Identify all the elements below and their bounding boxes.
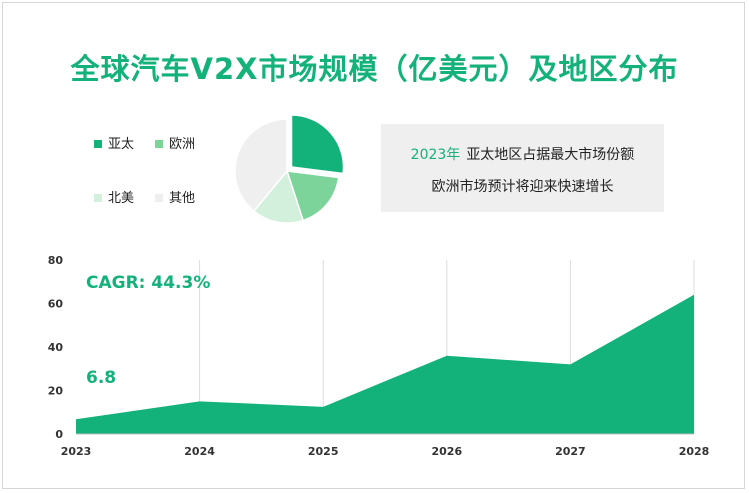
legend-item-other: 其他 <box>155 187 195 206</box>
info-text-1: 亚太地区占据最大市场份额 <box>466 147 635 163</box>
x-tick-label: 2026 <box>431 445 462 458</box>
x-tick-label: 2025 <box>308 445 339 458</box>
start-value-label: 6.8 <box>86 368 116 388</box>
legend-item-north-america: 北美 <box>94 187 134 206</box>
x-tick-label: 2027 <box>555 445 586 458</box>
legend-label-north-america: 北美 <box>108 191 135 206</box>
legend-label-other: 其他 <box>169 191 196 206</box>
y-tick-label: 80 <box>48 254 64 267</box>
legend-label-apac: 亚太 <box>108 137 135 152</box>
legend-swatch-other <box>155 193 163 202</box>
pie-slice-1 <box>285 170 340 222</box>
y-tick-label: 40 <box>48 341 64 354</box>
legend-item-europe: 欧洲 <box>155 133 195 152</box>
area-chart: 0 20 40 60 80 2023 2024 2025 2026 2027 2028 CAGR: 4… <box>48 254 710 458</box>
cagr-annotation: CAGR: 44.3% <box>86 273 210 293</box>
info-line-1: 2023年 亚太地区占据最大市场份额 <box>381 144 664 164</box>
pie-slice-0 <box>290 114 345 175</box>
y-tick-label: 0 <box>55 428 63 441</box>
legend-label-europe: 欧洲 <box>169 137 196 152</box>
pie-slice-2 <box>252 169 305 224</box>
area-series <box>76 294 694 434</box>
pie-slice-3 <box>234 118 288 213</box>
x-tick-label: 2023 <box>61 445 92 458</box>
chart-title: 全球汽车V2X市场规模（亿美元）及地区分布 <box>70 52 679 86</box>
info-year: 2023年 <box>410 147 461 163</box>
x-tick-label: 2028 <box>679 445 710 458</box>
pie-chart <box>234 114 345 224</box>
chart-frame <box>2 2 745 489</box>
x-tick-label: 2024 <box>184 445 215 458</box>
legend-swatch-north-america <box>94 193 102 202</box>
y-tick-label: 20 <box>48 385 64 398</box>
info-text-2: 欧洲市场预计将迎来快速增长 <box>431 179 614 195</box>
legend-swatch-europe <box>155 139 163 148</box>
y-tick-label: 60 <box>48 298 64 311</box>
legend-swatch-apac <box>94 139 102 148</box>
legend-item-apac: 亚太 <box>94 133 134 152</box>
info-box: 2023年 亚太地区占据最大市场份额 欧洲市场预计将迎来快速增长 <box>381 124 664 212</box>
